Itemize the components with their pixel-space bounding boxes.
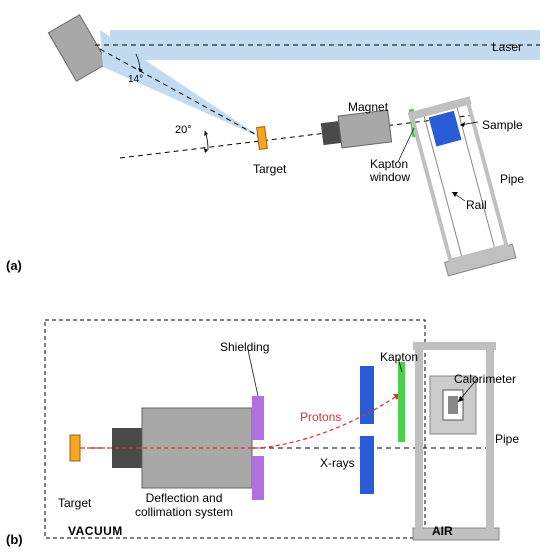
shielding-top [252,396,264,440]
deflection-label: Deflection andcollimation system [135,492,233,520]
protons-label: Protons [300,410,341,424]
target-a [257,127,268,150]
angle-20-arrow2 [204,148,208,153]
calorimeter-core [448,396,458,414]
calorimeter-label: Calorimeter [454,372,516,386]
target-a-label: Target [253,162,286,176]
pipe-a-label: Pipe [500,172,524,186]
panel-a-label: (a) [6,258,22,273]
magnet-body [338,110,392,148]
panel-a-diagram [0,0,550,280]
angle-14-label: 14° [128,74,143,85]
air-label: AIR [432,524,453,538]
sample-a [429,111,462,147]
laser-label: Laser [492,40,522,54]
mirror-block [48,15,107,81]
leader-rail-arrow [452,192,458,197]
shielding-bottom [252,456,264,500]
target-b-label: Target [58,496,91,510]
panel-b-label: (b) [6,532,23,547]
pipe-left-wall [415,348,423,530]
sample-label: Sample [482,118,523,132]
angle-20-label: 20° [175,124,192,136]
kapton-b-label: Kapton [380,350,418,364]
shielding-label: Shielding [220,340,269,354]
kapton-window-label: Kaptonwindow [370,158,420,184]
leader-shielding [248,350,258,396]
pipe-top [413,342,496,350]
blue-plate-top [360,366,374,424]
magnet-mount [321,121,342,145]
rail-label: Rail [466,198,487,212]
pipe-b-label: Pipe [495,432,519,446]
magnet-label: Magnet [348,100,388,114]
xrays-label: X-rays [320,456,355,470]
target-b [70,435,80,461]
blue-plate-bottom [360,436,374,494]
vacuum-label: VACUUM [68,524,123,538]
panel-b-diagram [0,280,550,552]
kapton-b [398,362,405,442]
